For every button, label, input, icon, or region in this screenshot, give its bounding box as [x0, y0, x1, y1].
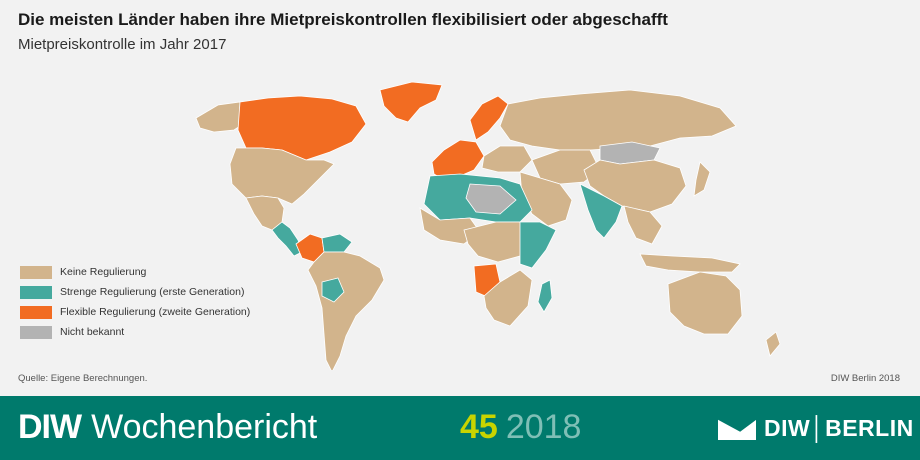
- logo-text-left: DIW: [764, 414, 811, 441]
- region-usa: [229, 147, 335, 205]
- legend-swatch: [20, 265, 52, 279]
- region-south-america: [307, 251, 385, 370]
- region-india: [579, 183, 623, 239]
- legend-item-strict: Strenge Regulierung (erste Generation): [20, 282, 250, 302]
- region-madagascar: [537, 279, 553, 313]
- legend-swatch: [20, 285, 52, 299]
- legend: Keine Regulierung Strenge Regulierung (e…: [20, 262, 250, 342]
- legend-swatch: [20, 305, 52, 319]
- region-bolivia: [321, 277, 345, 303]
- source-note: Quelle: Eigene Berechnungen.: [18, 373, 148, 384]
- legend-item-unknown: Nicht bekannt: [20, 322, 250, 342]
- region-australia: [667, 271, 743, 335]
- region-indonesia: [639, 253, 741, 273]
- region-eastern-europe: [481, 145, 533, 173]
- region-southern-africa: [483, 269, 533, 327]
- region-east-africa: [519, 221, 557, 269]
- region-japan: [693, 161, 711, 197]
- footer-bar: DIW Wochenbericht 45 2018 DIW│BERLIN: [0, 396, 920, 460]
- diw-berlin-logo: DIW│BERLIN: [716, 412, 914, 444]
- chart-subtitle: Mietpreiskontrolle im Jahr 2017: [18, 36, 227, 53]
- issue-label: 45 2018: [460, 407, 581, 447]
- world-map: [195, 81, 781, 370]
- region-scandinavia: [469, 95, 509, 141]
- diw-logo-icon: [717, 416, 757, 440]
- region-venezuela: [321, 233, 353, 253]
- legend-label: Keine Regulierung: [60, 266, 147, 278]
- credit-note: DIW Berlin 2018: [830, 373, 900, 384]
- region-southeast-asia: [623, 205, 663, 245]
- region-central-america: [271, 221, 303, 257]
- legend-label: Strenge Regulierung (erste Generation): [60, 286, 245, 298]
- issue-year: 2018: [505, 408, 582, 446]
- legend-item-flexible: Flexible Regulierung (zweite Generation): [20, 302, 250, 322]
- region-greenland: [379, 81, 443, 123]
- logo-text: DIW│BERLIN: [764, 414, 914, 441]
- legend-label: Nicht bekannt: [60, 326, 125, 338]
- legend-label: Flexible Regulierung (zweite Generation): [60, 306, 251, 318]
- legend-item-none: Keine Regulierung: [20, 262, 250, 282]
- legend-swatch: [20, 325, 52, 339]
- brand-long: Wochenbericht: [91, 408, 318, 446]
- brand-short: DIW: [18, 408, 82, 446]
- brand-title: DIW Wochenbericht: [18, 407, 317, 447]
- logo-text-right: BERLIN: [825, 414, 914, 441]
- issue-number: 45: [460, 408, 498, 446]
- chart-title: Die meisten Länder haben ihre Mietpreisk…: [18, 10, 668, 29]
- region-russia: [499, 89, 737, 151]
- region-sahara: [465, 183, 517, 215]
- region-new-zealand: [765, 331, 781, 357]
